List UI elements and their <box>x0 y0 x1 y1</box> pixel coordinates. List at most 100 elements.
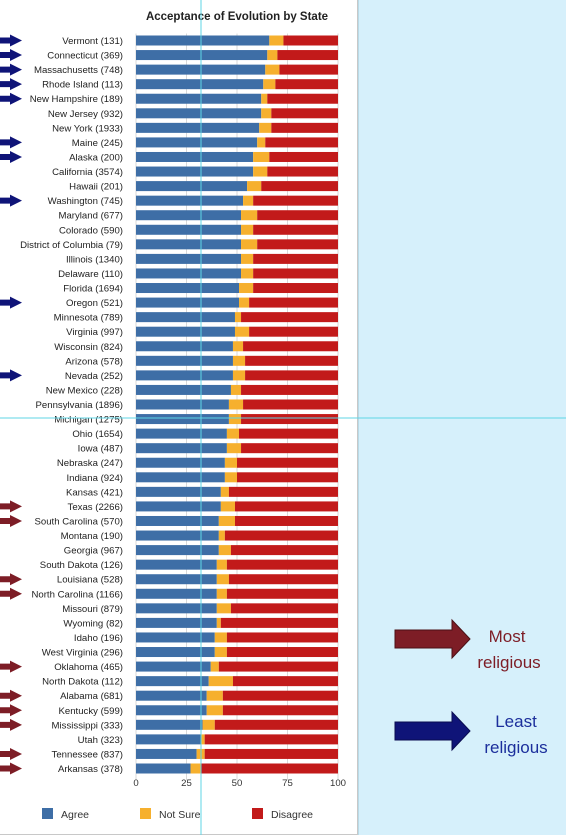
category-label: Arizona (578) <box>65 356 123 367</box>
bar-not-sure <box>224 457 237 468</box>
bar-not-sure <box>230 384 242 395</box>
bar-agree <box>136 224 242 235</box>
category-label: Alabama (681) <box>60 691 123 702</box>
most-religious-marker-arrow <box>0 689 22 702</box>
bar-agree <box>136 414 229 425</box>
most-religious-marker-arrow <box>0 587 22 600</box>
bar-not-sure <box>253 151 270 162</box>
bar-disagree <box>265 137 338 148</box>
bar-disagree <box>204 734 338 745</box>
bar-agree <box>136 399 229 410</box>
x-tick-label: 100 <box>330 778 346 789</box>
bar-not-sure <box>241 224 254 235</box>
category-label: New Hampshire (189) <box>30 94 123 105</box>
category-label: Maryland (677) <box>58 211 123 222</box>
category-label: New Mexico (228) <box>46 385 123 396</box>
category-label: Vermont (131) <box>62 36 123 47</box>
bar-not-sure <box>218 515 235 526</box>
least-religious-marker-arrow <box>0 194 22 207</box>
category-label: Hawaii (201) <box>69 182 123 193</box>
bar-not-sure <box>265 64 280 75</box>
bar-agree <box>136 661 211 672</box>
bar-not-sure <box>259 122 272 133</box>
bar-disagree <box>253 268 338 279</box>
bar-disagree <box>237 457 338 468</box>
category-label: Nebraska (247) <box>57 458 123 469</box>
bar-agree <box>136 472 225 483</box>
category-label: Wisconsin (824) <box>54 342 123 353</box>
bar-disagree <box>267 166 338 177</box>
category-label: South Dakota (126) <box>40 560 123 571</box>
bar-not-sure <box>261 108 272 119</box>
bar-disagree <box>271 108 338 119</box>
bar-not-sure <box>247 181 262 192</box>
bar-agree <box>136 166 254 177</box>
bar-disagree <box>253 195 338 206</box>
x-tick-labels: 0 25 50 75 100 <box>133 778 346 789</box>
bar-agree <box>136 545 219 556</box>
bar-agree <box>136 690 207 701</box>
bar-not-sure <box>200 734 205 745</box>
bar-not-sure <box>228 414 242 425</box>
legend-swatch-agree <box>42 808 53 819</box>
category-label: Louisiana (528) <box>57 575 123 586</box>
bar-agree <box>136 734 201 745</box>
bar-agree <box>136 501 221 512</box>
least-religious-marker-arrow <box>0 92 22 105</box>
bar-agree <box>136 239 242 250</box>
bar-agree <box>136 559 217 570</box>
category-label: North Dakota (112) <box>42 677 123 688</box>
legend-label: Agree <box>61 809 89 821</box>
bar-agree <box>136 763 191 774</box>
bar-agree <box>136 705 207 716</box>
bar-not-sure <box>226 428 240 439</box>
bar-not-sure <box>220 501 235 512</box>
most-religious-marker-arrow <box>0 704 22 717</box>
bar-agree <box>136 428 227 439</box>
bar-disagree <box>226 632 338 643</box>
legend-swatch-not-sure <box>140 808 151 819</box>
least-religious-marker-arrow <box>0 136 22 149</box>
bar-not-sure <box>214 647 227 658</box>
bar-agree <box>136 181 248 192</box>
bar-disagree <box>243 341 338 352</box>
bar-disagree <box>279 64 338 75</box>
bar-not-sure <box>202 719 215 730</box>
least-religious-marker-arrow <box>0 78 22 91</box>
category-label: Iowa (487) <box>78 444 123 455</box>
bar-disagree <box>204 748 338 759</box>
most-religious-marker-arrow <box>0 762 22 775</box>
bar-not-sure <box>228 399 244 410</box>
bar-not-sure <box>241 253 254 264</box>
bar-agree <box>136 341 233 352</box>
category-label: Delaware (110) <box>58 269 123 280</box>
bar-disagree <box>218 661 338 672</box>
most-religious-label-line1: Most <box>489 627 526 646</box>
bar-disagree <box>283 35 338 46</box>
bar-not-sure <box>216 574 229 585</box>
category-label: Wyoming (82) <box>63 618 123 629</box>
bar-disagree <box>226 559 338 570</box>
bar-not-sure <box>218 530 225 541</box>
category-label: Massachusetts (748) <box>34 65 123 76</box>
category-label: Missouri (879) <box>62 604 123 615</box>
bar-agree <box>136 312 235 323</box>
bar-not-sure <box>216 617 221 628</box>
category-label: Rhode Island (113) <box>42 80 123 91</box>
bar-not-sure <box>253 166 268 177</box>
bar-disagree <box>241 312 338 323</box>
bar-agree <box>136 457 225 468</box>
bar-agree <box>136 632 215 643</box>
category-label: West Virginia (296) <box>42 648 123 659</box>
bar-disagree <box>232 676 338 687</box>
bar-disagree <box>277 50 338 61</box>
bar-agree <box>136 588 217 599</box>
bar-disagree <box>257 210 338 221</box>
bar-agree <box>136 253 242 264</box>
bar-disagree <box>253 283 338 294</box>
category-label: Michigan (1275) <box>54 415 123 426</box>
bar-agree <box>136 574 217 585</box>
category-labels: Vermont (131) Connecticut (369) Massachuse… <box>20 36 123 775</box>
bar-disagree <box>220 617 338 628</box>
